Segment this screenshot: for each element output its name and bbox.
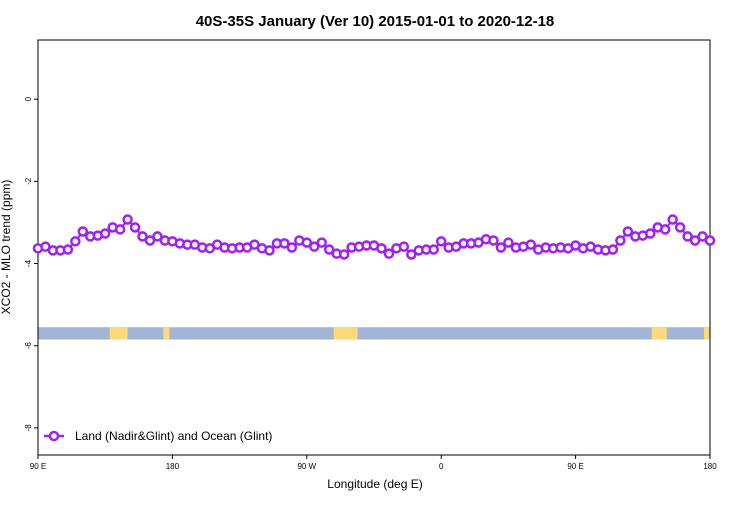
data-point	[376, 243, 387, 254]
land-patch	[704, 327, 710, 340]
data-point	[122, 214, 133, 225]
data-point	[129, 222, 141, 233]
y-axis-label: XCO2 - MLO trend (ppm)	[0, 180, 13, 315]
legend-marker	[48, 430, 60, 442]
data-point	[659, 224, 671, 235]
data-point	[114, 224, 126, 235]
x-tick-label: 90 E	[567, 462, 583, 471]
land-patch	[163, 327, 170, 340]
data-point	[503, 237, 514, 248]
data-point	[645, 228, 656, 239]
land-patch	[109, 327, 128, 340]
data-point	[398, 241, 410, 252]
x-axis-label: Longitude (deg E)	[327, 477, 422, 491]
data-point	[279, 238, 290, 249]
data-point	[615, 235, 626, 246]
data-point	[674, 222, 686, 233]
x-tick-label: 180	[166, 462, 180, 471]
legend-label: Land (Nadir&Glint) and Ocean (Glint)	[75, 429, 272, 443]
data-point	[264, 245, 275, 256]
land-patch	[333, 327, 358, 340]
data-point	[62, 244, 74, 255]
y-tick-label: -8	[24, 424, 33, 432]
data-point	[301, 237, 313, 248]
data-point	[682, 231, 693, 242]
y-tick-label: 0	[24, 96, 33, 101]
y-tick-label: -4	[24, 259, 33, 267]
data-point	[99, 228, 111, 239]
x-tick-label: 90 W	[297, 462, 316, 471]
data-point	[607, 244, 619, 255]
x-tick-label: 90 E	[30, 462, 46, 471]
data-point	[152, 231, 163, 242]
data-point	[144, 235, 156, 246]
data-point	[495, 242, 507, 253]
data-point	[525, 239, 537, 250]
data-point	[697, 231, 708, 242]
data-point	[428, 244, 439, 255]
data-point	[406, 249, 417, 260]
data-point	[435, 236, 447, 247]
data-point	[137, 231, 148, 242]
data-point	[77, 226, 89, 237]
data-point	[338, 249, 350, 260]
data-point	[309, 241, 320, 252]
x-tick-label: 180	[703, 462, 717, 471]
data-point	[70, 236, 81, 247]
data-point	[323, 244, 335, 255]
data-point	[622, 226, 634, 237]
ocean-strip	[38, 327, 710, 340]
chart-title: 40S-35S January (Ver 10) 2015-01-01 to 2…	[196, 13, 555, 30]
land-patch	[651, 327, 667, 340]
data-point	[704, 235, 716, 246]
data-point	[667, 214, 678, 225]
data-point	[316, 237, 327, 248]
x-tick-label: 0	[439, 462, 444, 471]
data-point	[689, 235, 701, 246]
data-point	[488, 235, 499, 246]
data-point	[286, 242, 298, 253]
data-point	[383, 248, 395, 259]
y-tick-label: -6	[24, 342, 33, 350]
y-tick-label: -2	[24, 177, 33, 185]
